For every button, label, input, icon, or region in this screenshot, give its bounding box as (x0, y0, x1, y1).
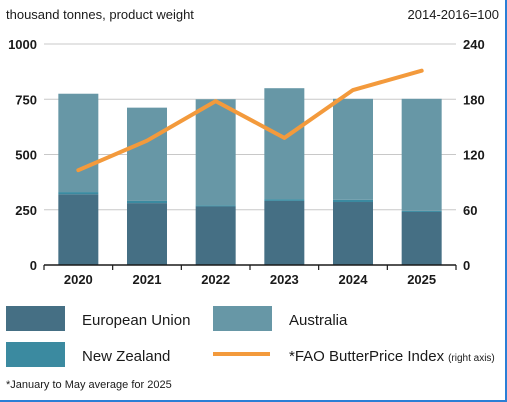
y-right-tick-label: 240 (463, 37, 485, 52)
legend-label: European Union (82, 312, 190, 329)
bar-segment (195, 205, 236, 207)
price-index-polyline (76, 68, 424, 173)
x-tick-label: 2020 (64, 272, 93, 287)
bar-segment (58, 192, 99, 195)
y-left-tick-label: 750 (15, 92, 37, 107)
axes: 0 250 500 750 1000 0 60 120 180 240 2020 2021 2022 20… (8, 37, 485, 287)
bar-segment (127, 203, 167, 265)
bar-segment (401, 98, 442, 211)
x-tick-label: 2024 (339, 272, 369, 287)
x-tick-label: 2023 (270, 272, 299, 287)
legend-swatch (6, 306, 65, 331)
y-right-tick-label: 0 (463, 258, 470, 273)
bar-segment (401, 211, 442, 265)
bar-segment (333, 202, 373, 265)
bar-segment (58, 194, 99, 265)
y-right-tick-label: 60 (463, 203, 477, 218)
bars (58, 88, 442, 265)
gridlines (44, 43, 456, 211)
bar-segment (264, 200, 305, 265)
legend: European Union Australia New Zealand *FAO B… (6, 306, 495, 367)
legend-label-suffix: (right axis) (448, 353, 495, 364)
x-tick-label: 2021 (133, 272, 162, 287)
bar-segment (264, 199, 305, 201)
y-axis-right-label: 2014-2016=100 (408, 7, 499, 22)
y-right-tick-label: 180 (463, 92, 485, 107)
y-left-tick-label: 1000 (8, 37, 37, 52)
bar-segment (333, 199, 373, 203)
legend-swatch (6, 342, 65, 367)
footnote: *January to May average for 2025 (6, 379, 172, 391)
bar-segment (195, 99, 236, 206)
bar-segment (58, 93, 99, 193)
price-index-line (76, 68, 424, 173)
legend-label: *FAO ButterPrice Index (right axis) (289, 348, 495, 365)
bar-segment (401, 210, 442, 212)
y-right-tick-label: 120 (463, 148, 485, 163)
bar-segment (127, 200, 167, 204)
bar-segment (264, 88, 305, 200)
x-tick-label: 2022 (201, 272, 230, 287)
y-left-tick-label: 250 (15, 203, 37, 218)
y-axis-left-label: thousand tonnes, product weight (6, 7, 194, 22)
bar-segment (333, 98, 373, 200)
bar-segment (127, 107, 167, 201)
bar-segment (195, 206, 236, 265)
y-left-tick-label: 500 (15, 148, 37, 163)
y-left-tick-label: 0 (30, 258, 37, 273)
legend-label: Australia (289, 312, 348, 329)
legend-swatch (213, 306, 272, 331)
legend-label: New Zealand (82, 348, 170, 365)
x-tick-label: 2025 (407, 272, 436, 287)
